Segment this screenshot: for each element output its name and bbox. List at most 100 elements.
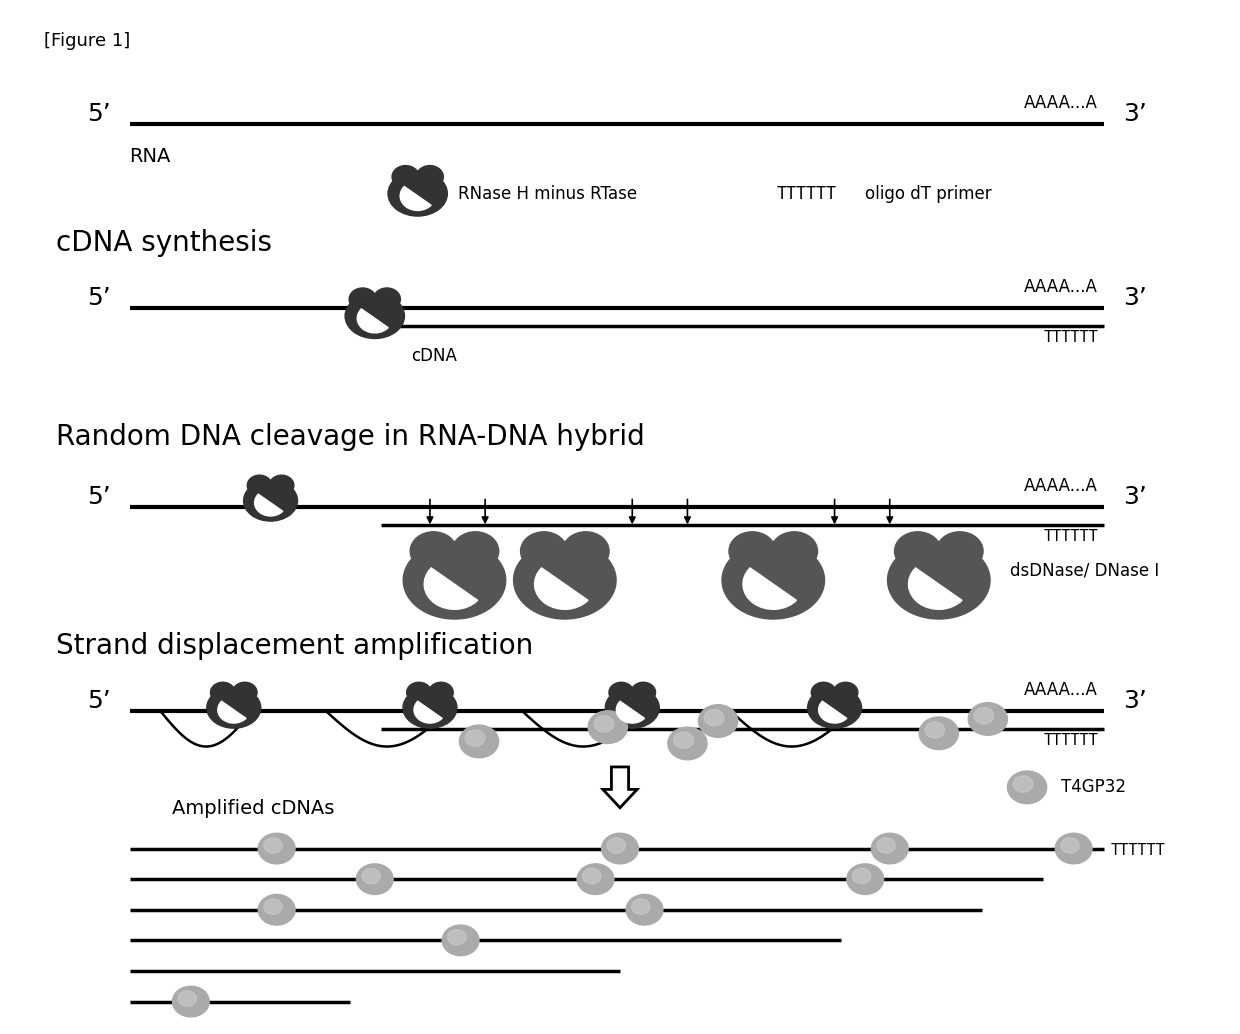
Text: 5’: 5’ [87,689,112,712]
Wedge shape [743,568,796,609]
Circle shape [594,716,614,732]
Circle shape [459,725,498,758]
Circle shape [626,894,663,925]
Circle shape [872,833,908,863]
Wedge shape [424,568,477,609]
Circle shape [1055,833,1092,863]
Circle shape [392,165,419,188]
Text: Random DNA cleavage in RNA-DNA hybrid: Random DNA cleavage in RNA-DNA hybrid [56,423,645,451]
Circle shape [609,682,634,703]
Circle shape [1060,838,1079,853]
Circle shape [877,838,895,853]
Text: dsDNase/ DNase I: dsDNase/ DNase I [1009,561,1159,579]
Circle shape [233,682,257,703]
Ellipse shape [388,172,448,216]
Polygon shape [603,767,637,808]
Circle shape [521,531,567,571]
Ellipse shape [888,542,990,619]
Ellipse shape [403,542,506,619]
Text: RNA: RNA [129,147,171,165]
Wedge shape [534,568,588,609]
Circle shape [588,710,627,743]
Circle shape [269,476,294,495]
Circle shape [350,288,376,310]
Text: Strand displacement amplification: Strand displacement amplification [56,632,533,660]
Circle shape [429,682,454,703]
Text: TTTTTT: TTTTTT [1043,330,1099,345]
Circle shape [631,899,650,914]
Text: RNase H minus RTase: RNase H minus RTase [458,185,637,203]
Circle shape [373,288,401,310]
Text: 3’: 3’ [1122,689,1147,712]
Circle shape [833,682,858,703]
Circle shape [771,531,817,571]
Text: T4GP32: T4GP32 [1061,779,1126,796]
Text: AAAA...A: AAAA...A [1024,477,1099,494]
Circle shape [172,986,210,1016]
Circle shape [577,863,614,894]
Ellipse shape [345,294,404,338]
Circle shape [453,531,498,571]
Circle shape [362,869,381,884]
Text: TTTTTT: TTTTTT [777,185,837,203]
Text: 5’: 5’ [87,485,112,509]
Ellipse shape [207,688,260,728]
Ellipse shape [605,688,660,728]
Circle shape [919,717,959,750]
Circle shape [698,705,738,737]
Circle shape [729,531,775,571]
Text: 3’: 3’ [1122,285,1147,309]
Wedge shape [909,568,962,609]
Text: TTTTTT: TTTTTT [1043,529,1099,544]
Circle shape [968,703,1007,735]
Text: TTTTTT: TTTTTT [1111,843,1166,858]
Circle shape [936,531,983,571]
Circle shape [852,869,870,884]
Ellipse shape [403,688,456,728]
Ellipse shape [722,542,825,619]
Text: 3’: 3’ [1122,485,1147,509]
Wedge shape [218,701,246,723]
Circle shape [264,899,283,914]
Circle shape [258,894,295,925]
Text: oligo dT primer: oligo dT primer [866,185,992,203]
Wedge shape [414,701,443,723]
Circle shape [668,727,707,760]
Ellipse shape [513,542,616,619]
Wedge shape [818,701,847,723]
Circle shape [704,709,724,726]
Circle shape [811,682,836,703]
Circle shape [211,682,236,703]
Wedge shape [616,701,645,723]
Circle shape [417,165,444,188]
Circle shape [410,531,456,571]
Circle shape [247,476,272,495]
Circle shape [407,682,432,703]
Circle shape [601,833,639,863]
Circle shape [264,838,283,853]
Text: 5’: 5’ [87,285,112,309]
Circle shape [443,925,479,955]
Text: 3’: 3’ [1122,102,1147,126]
Text: 5’: 5’ [87,102,112,126]
Circle shape [847,863,884,894]
Ellipse shape [807,688,862,728]
Circle shape [179,991,196,1006]
Circle shape [608,838,625,853]
Circle shape [448,930,466,945]
Circle shape [258,833,295,863]
Ellipse shape [243,480,298,521]
Text: Amplified cDNAs: Amplified cDNAs [172,799,335,818]
Circle shape [1007,771,1047,803]
Circle shape [563,531,609,571]
Text: AAAA...A: AAAA...A [1024,680,1099,699]
Circle shape [631,682,656,703]
Text: AAAA...A: AAAA...A [1024,94,1099,112]
Circle shape [465,730,485,747]
Text: cDNA synthesis: cDNA synthesis [56,229,272,256]
Circle shape [356,863,393,894]
Text: cDNA: cDNA [412,346,458,365]
Text: AAAA...A: AAAA...A [1024,278,1099,296]
Text: TTTTTT: TTTTTT [1043,733,1099,749]
Wedge shape [254,494,283,516]
